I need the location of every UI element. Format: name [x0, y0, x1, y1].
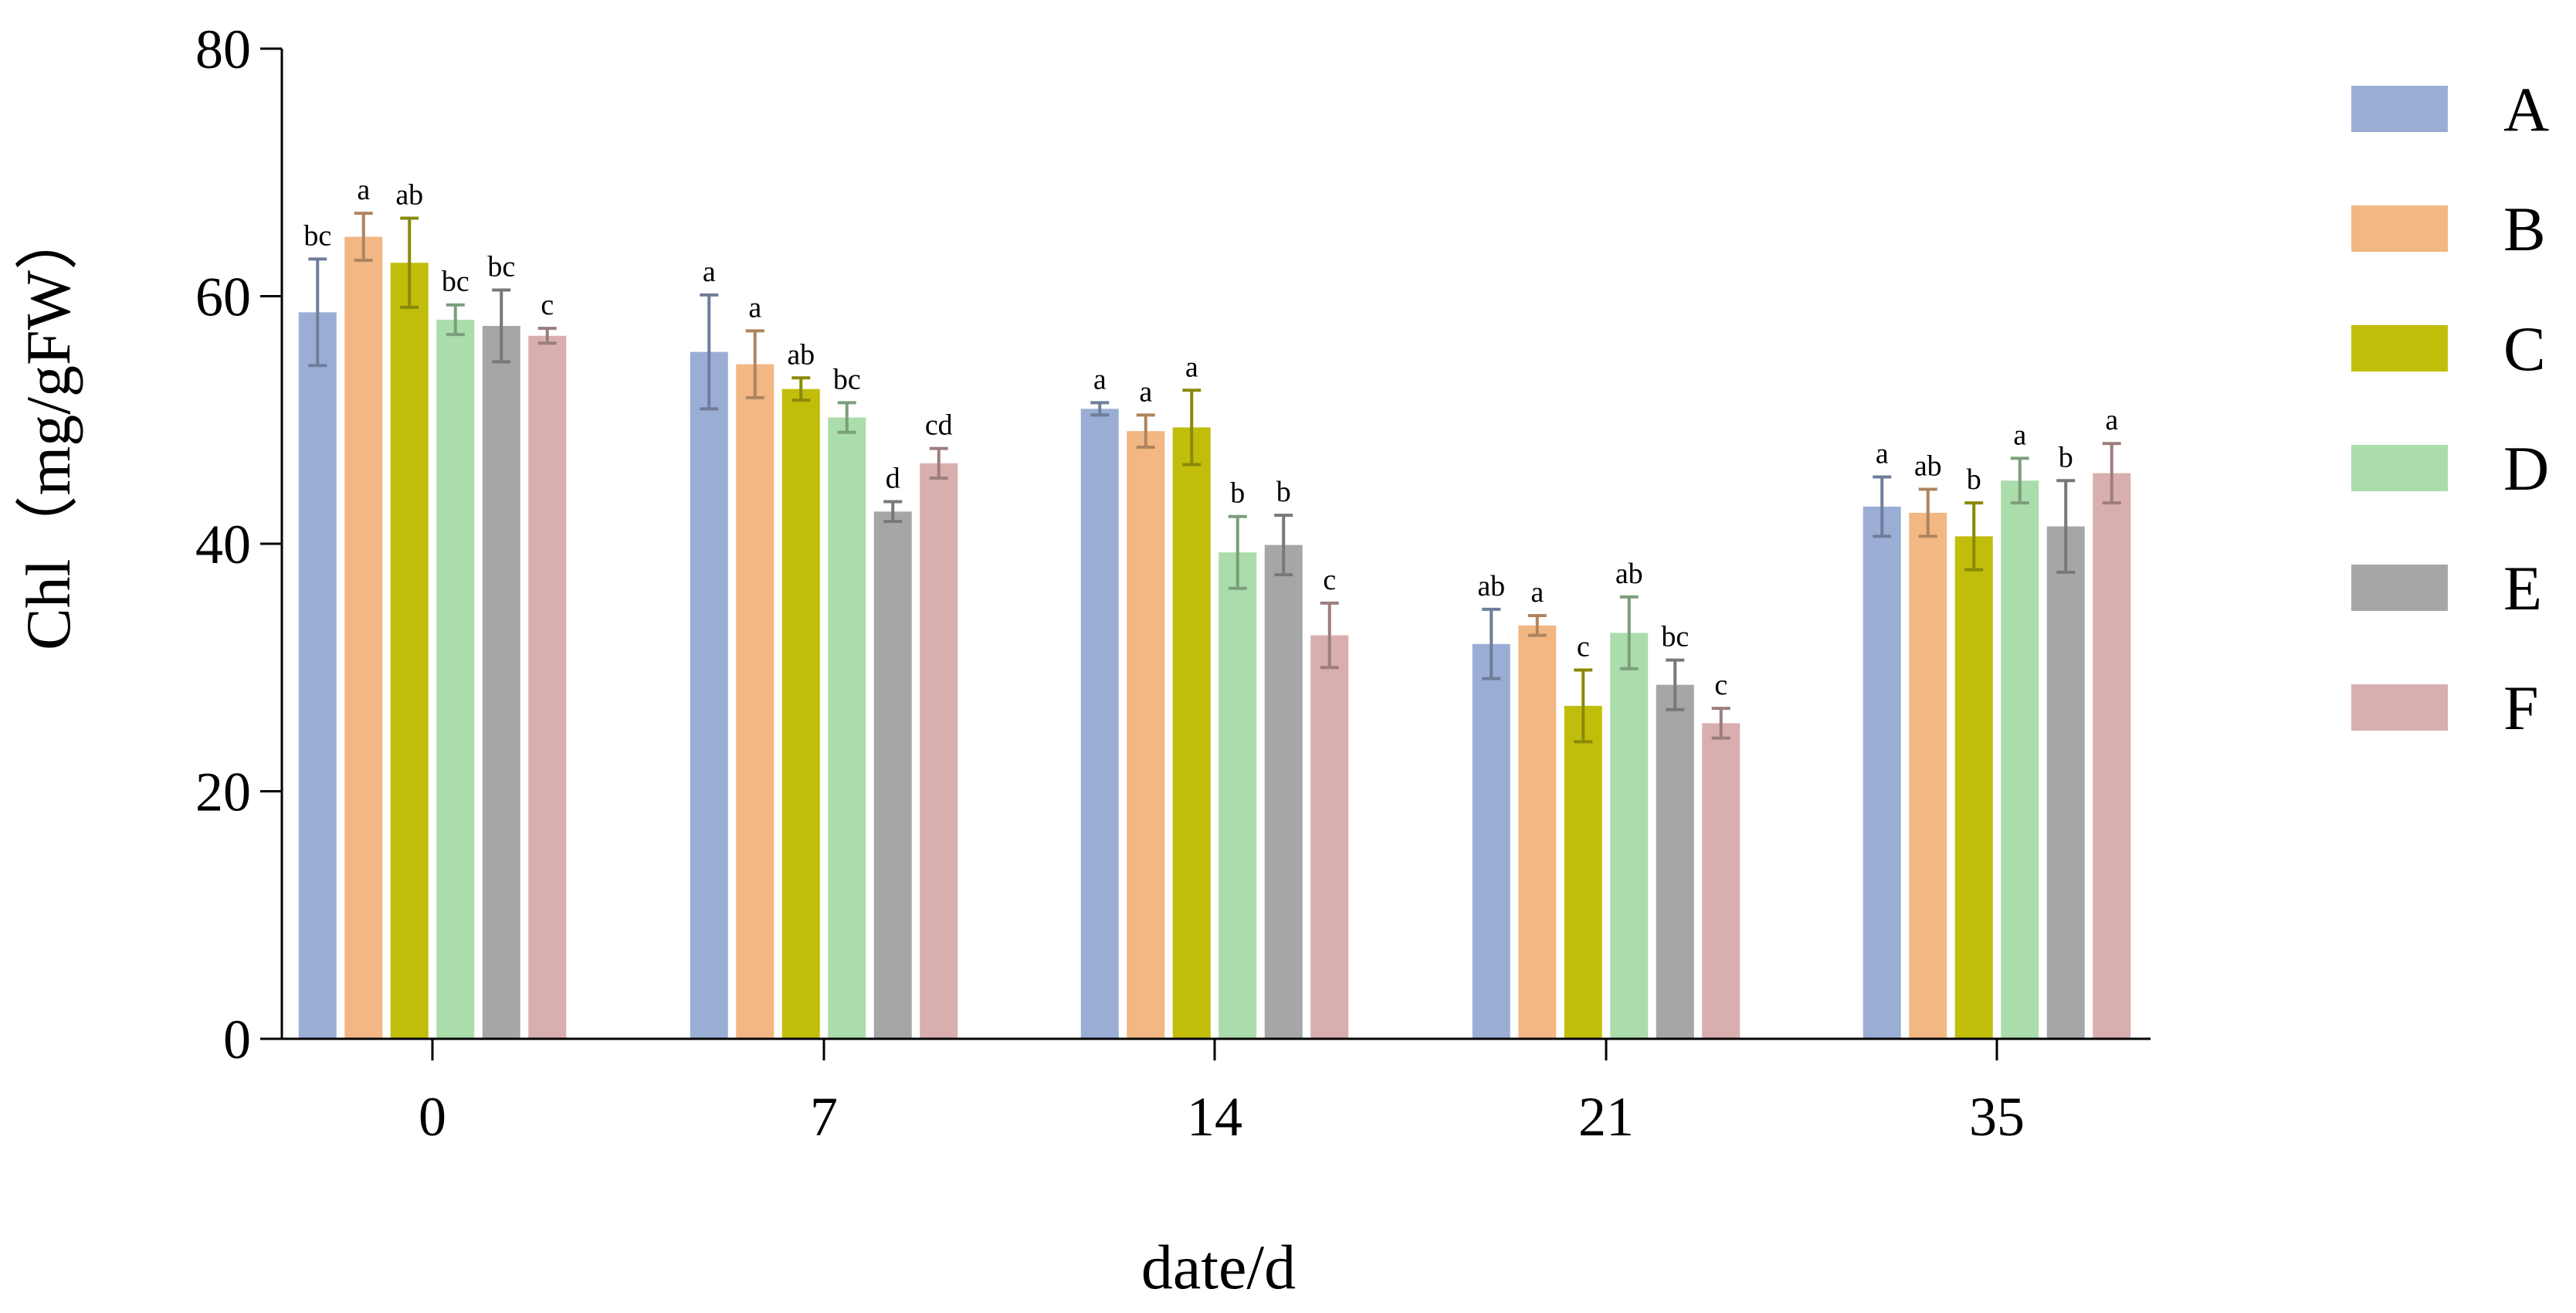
- significance-label-E-7: d: [886, 463, 900, 495]
- significance-label-F-21: c: [1714, 669, 1727, 701]
- significance-label-A-0: bc: [303, 219, 331, 252]
- bar-C-35: [1954, 536, 1993, 1039]
- y-tick-label-40: 40: [195, 514, 251, 575]
- significance-label-D-0: bc: [442, 266, 469, 298]
- bar-D-35: [2001, 480, 2039, 1039]
- bar-F-0: [528, 335, 567, 1039]
- bar-C-0: [390, 263, 429, 1039]
- significance-label-A-14: a: [1093, 363, 1107, 395]
- bar-F-14: [1310, 635, 1349, 1039]
- legend-label-E: E: [2503, 553, 2542, 623]
- significance-label-B-35: ab: [1914, 450, 1942, 482]
- bar-F-21: [1702, 723, 1740, 1039]
- legend-label-A: A: [2503, 74, 2549, 144]
- significance-label-A-35: a: [1876, 437, 1889, 470]
- bar-E-7: [873, 511, 912, 1039]
- significance-label-B-14: a: [1139, 375, 1152, 408]
- bar-B-7: [736, 364, 774, 1039]
- bar-D-7: [828, 417, 866, 1039]
- significance-label-D-7: bc: [833, 363, 861, 395]
- significance-label-B-7: a: [748, 291, 761, 324]
- legend-label-F: F: [2503, 673, 2539, 743]
- bar-F-7: [920, 463, 958, 1039]
- legend-swatch-D: [2351, 445, 2448, 491]
- significance-label-E-35: b: [2059, 441, 2073, 473]
- significance-label-C-7: ab: [787, 338, 815, 371]
- bar-C-14: [1172, 427, 1211, 1039]
- y-tick-label-80: 80: [195, 19, 251, 80]
- x-tick-label-7: 7: [810, 1086, 838, 1148]
- y-axis-title: Chl（mg/gFW）: [13, 207, 83, 650]
- bar-D-14: [1219, 552, 1257, 1039]
- significance-label-E-0: bc: [487, 250, 515, 283]
- bar-A-0: [298, 312, 337, 1039]
- significance-label-F-0: c: [541, 289, 554, 321]
- significance-label-B-0: a: [357, 174, 370, 206]
- significance-label-F-14: c: [1323, 564, 1336, 596]
- significance-label-B-21: a: [1530, 576, 1544, 609]
- bar-B-21: [1518, 625, 1557, 1039]
- bar-B-35: [1909, 512, 1947, 1039]
- significance-label-A-21: ab: [1477, 570, 1505, 602]
- axes-layer: 0 20 40 60 80 0 7 14 21 35: [195, 19, 2151, 1148]
- x-tick-label-0: 0: [419, 1086, 446, 1148]
- significance-label-C-14: a: [1185, 351, 1198, 383]
- legend-label-B: B: [2503, 194, 2546, 264]
- significance-label-E-14: b: [1276, 476, 1291, 508]
- bar-B-0: [344, 236, 383, 1040]
- legend-swatch-E: [2351, 565, 2448, 611]
- legend-swatch-C: [2351, 325, 2448, 372]
- significance-label-D-14: b: [1230, 477, 1245, 510]
- bar-E-14: [1264, 545, 1303, 1039]
- bar-A-14: [1080, 409, 1119, 1039]
- bar-A-7: [690, 351, 728, 1039]
- bars-layer: [298, 212, 2131, 1040]
- bar-A-21: [1472, 643, 1510, 1039]
- significance-label-A-7: a: [703, 256, 716, 288]
- significance-label-E-21: bc: [1661, 621, 1689, 653]
- x-axis-title: date/d: [1141, 1232, 1296, 1302]
- significance-label-F-7: cd: [925, 409, 953, 442]
- bar-E-21: [1656, 684, 1694, 1039]
- legend-swatch-B: [2351, 205, 2448, 252]
- x-tick-label-35: 35: [1969, 1086, 2025, 1148]
- bar-F-35: [2093, 473, 2131, 1039]
- x-tick-label-21: 21: [1578, 1086, 1634, 1148]
- bar-E-0: [482, 325, 520, 1040]
- significance-label-D-21: ab: [1615, 558, 1643, 590]
- legend-label-D: D: [2503, 433, 2549, 504]
- bar-D-0: [436, 319, 475, 1039]
- significance-label-C-21: c: [1577, 630, 1590, 663]
- legend-swatch-F: [2351, 684, 2448, 731]
- bar-C-21: [1564, 705, 1602, 1039]
- y-tick-label-60: 60: [195, 266, 251, 328]
- y-tick-label-0: 0: [223, 1009, 251, 1070]
- significance-label-D-35: a: [2013, 419, 2026, 451]
- bar-A-35: [1863, 506, 1901, 1039]
- legend-swatch-A: [2351, 86, 2448, 132]
- significance-label-F-35: a: [2105, 404, 2118, 436]
- bar-E-35: [2046, 526, 2085, 1039]
- y-tick-label-20: 20: [195, 762, 251, 823]
- bar-D-21: [1610, 633, 1649, 1039]
- x-tick-label-14: 14: [1187, 1086, 1242, 1148]
- significance-label-C-35: b: [1967, 463, 1981, 496]
- bar-C-7: [781, 388, 820, 1039]
- bar-B-14: [1127, 431, 1165, 1039]
- legend-label-C: C: [2503, 314, 2546, 384]
- significance-label-C-0: ab: [395, 179, 423, 212]
